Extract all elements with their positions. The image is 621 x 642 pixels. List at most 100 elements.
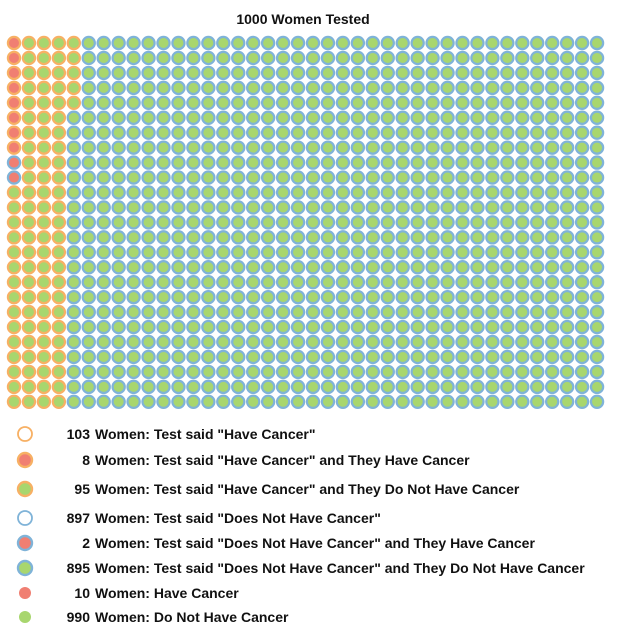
woman-marker-tn xyxy=(245,65,261,81)
woman-marker-tn xyxy=(395,275,410,290)
woman-marker-tn xyxy=(66,260,82,275)
woman-marker-tn xyxy=(201,364,216,380)
woman-marker-tn xyxy=(260,140,276,155)
woman-marker-tn xyxy=(365,170,380,185)
woman-marker-tn xyxy=(545,364,560,380)
woman-marker-tn xyxy=(365,289,380,305)
woman-marker-tn xyxy=(559,394,575,409)
woman-marker-tn xyxy=(171,379,186,395)
woman-marker-tn xyxy=(589,289,605,305)
woman-marker-tn xyxy=(470,364,485,380)
woman-marker-tn xyxy=(290,125,306,140)
woman-marker-tn xyxy=(455,50,470,66)
woman-marker-tn xyxy=(395,245,410,260)
woman-marker-tn xyxy=(231,349,246,365)
woman-marker-tn xyxy=(589,170,605,185)
woman-marker-tn xyxy=(245,95,261,111)
woman-marker-tn xyxy=(365,230,380,245)
woman-marker-tn xyxy=(320,289,336,305)
woman-marker-tn xyxy=(335,35,351,51)
woman-marker-tn xyxy=(111,80,126,96)
woman-marker-tn xyxy=(350,155,366,170)
woman-marker-fp xyxy=(6,215,22,230)
woman-marker-tn xyxy=(171,140,186,155)
woman-marker-fp xyxy=(51,319,67,335)
woman-marker-tn xyxy=(530,125,545,140)
woman-marker-tn xyxy=(66,364,82,380)
woman-marker-tn xyxy=(141,35,156,51)
woman-marker-tn xyxy=(335,80,351,96)
woman-marker-tn xyxy=(111,275,126,290)
woman-marker-tn xyxy=(574,334,590,350)
woman-marker-tn xyxy=(559,304,575,320)
woman-marker-tn xyxy=(589,349,605,365)
woman-marker-tn xyxy=(395,379,410,395)
woman-marker-fp xyxy=(6,379,22,395)
woman-marker-tn xyxy=(470,80,485,96)
woman-marker-tn xyxy=(305,230,321,245)
woman-marker-tn xyxy=(410,200,425,215)
woman-marker-tn xyxy=(111,95,126,111)
woman-marker-tn xyxy=(545,394,560,409)
woman-marker-tn xyxy=(231,140,246,155)
woman-marker-tn xyxy=(245,200,261,215)
woman-marker-tn xyxy=(320,80,336,96)
woman-marker-tn xyxy=(395,319,410,335)
woman-marker-tn xyxy=(559,80,575,96)
woman-marker-tn xyxy=(320,185,336,200)
woman-marker-fn xyxy=(6,155,22,170)
woman-marker-tn xyxy=(186,260,201,275)
woman-marker-tn xyxy=(290,65,306,81)
woman-marker-tn xyxy=(589,110,605,125)
woman-marker-tn xyxy=(395,50,410,66)
woman-marker-tn xyxy=(559,215,575,230)
woman-marker-tn xyxy=(141,379,156,395)
woman-marker-tn xyxy=(96,334,111,350)
woman-marker-tn xyxy=(515,35,530,51)
woman-marker-tn xyxy=(470,304,485,320)
woman-marker-tn xyxy=(455,35,470,51)
woman-marker-tn xyxy=(500,379,515,395)
woman-marker-tn xyxy=(410,215,425,230)
woman-marker-tn xyxy=(515,319,530,335)
woman-marker-tn xyxy=(320,35,336,51)
woman-marker-tn xyxy=(111,319,126,335)
woman-marker-tn xyxy=(335,394,351,409)
woman-marker-tn xyxy=(186,200,201,215)
woman-marker-tn xyxy=(305,185,321,200)
legend-count: 10 xyxy=(74,585,90,601)
woman-marker-tn xyxy=(365,95,380,111)
woman-marker-tn xyxy=(485,80,500,96)
woman-marker-tn xyxy=(171,65,186,81)
woman-marker-tn xyxy=(425,364,440,380)
woman-marker-tn xyxy=(470,349,485,365)
woman-marker-fp xyxy=(51,275,67,290)
woman-marker-tn xyxy=(574,50,590,66)
woman-marker-fp xyxy=(21,50,37,66)
woman-marker-tn xyxy=(186,50,201,66)
woman-marker-tn xyxy=(156,260,171,275)
woman-marker-tn xyxy=(126,349,141,365)
woman-marker-tn xyxy=(470,215,485,230)
woman-marker-tn xyxy=(141,260,156,275)
woman-marker-tn xyxy=(500,245,515,260)
woman-marker-tn xyxy=(156,275,171,290)
woman-marker-tn xyxy=(559,140,575,155)
legend-count: 990 xyxy=(66,609,90,625)
woman-marker-tn xyxy=(425,394,440,409)
woman-marker-tn xyxy=(186,185,201,200)
woman-marker-tn xyxy=(141,125,156,140)
woman-marker-tn xyxy=(216,125,231,140)
woman-marker-tn xyxy=(141,334,156,350)
woman-marker-fp xyxy=(6,394,22,409)
woman-marker-tn xyxy=(186,170,201,185)
woman-marker-tn xyxy=(589,140,605,155)
woman-marker-tn xyxy=(320,394,336,409)
woman-marker-tn xyxy=(216,95,231,111)
woman-marker-tn xyxy=(545,379,560,395)
woman-marker-tn xyxy=(574,230,590,245)
woman-marker-tn xyxy=(455,245,470,260)
woman-marker-fp xyxy=(6,319,22,335)
woman-marker-tn xyxy=(545,304,560,320)
legend-label: Women: Have Cancer xyxy=(95,585,239,601)
